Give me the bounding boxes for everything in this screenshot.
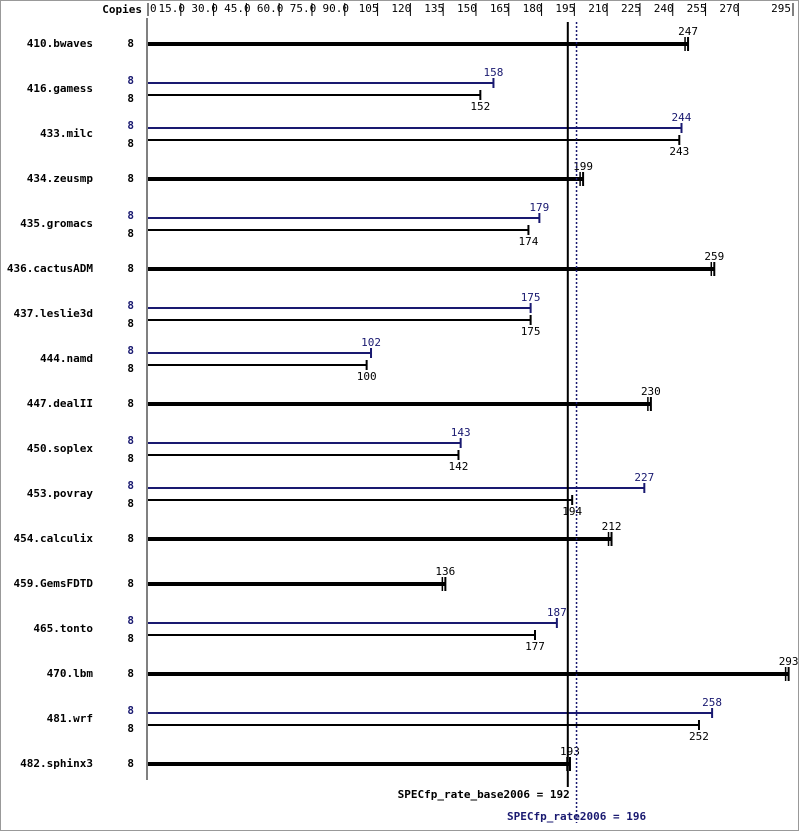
copies-label: 8 [127,137,134,150]
value-label: 243 [669,145,689,158]
value-label: 194 [562,505,582,518]
value-label: 187 [547,606,567,619]
x-tick-label: 120 [391,2,411,15]
benchmark-label: 465.tonto [33,622,93,635]
value-label: 100 [357,370,377,383]
x-tick-label: 255 [687,2,707,15]
value-label: 177 [525,640,545,653]
value-label: 199 [573,160,593,173]
copies-label: 8 [127,92,134,105]
benchmark-label: 434.zeusmp [27,172,94,185]
value-label: 193 [560,745,580,758]
copies-label: 8 [127,497,134,510]
value-label: 212 [602,520,622,533]
value-label: 158 [484,66,504,79]
benchmark-label: 481.wrf [47,712,93,725]
copies-label: 8 [127,532,134,545]
benchmark-label: 459.GemsFDTD [14,577,94,590]
copies-label: 8 [127,317,134,330]
x-tick-label: 195 [555,2,575,15]
benchmark-label: 453.povray [27,487,94,500]
benchmark-label: 437.leslie3d [14,307,93,320]
copies-header: Copies [102,3,142,16]
value-label: 143 [451,426,471,439]
reference-label: SPECfp_rate_base2006 = 192 [398,788,570,801]
value-label: 259 [704,250,724,263]
value-label: 293 [779,655,799,668]
copies-label: 8 [127,757,134,770]
benchmark-label: 435.gromacs [20,217,93,230]
benchmark-label: 482.sphinx3 [20,757,93,770]
x-tick-label: 75.0 [290,2,317,15]
x-tick-label: 180 [523,2,543,15]
value-label: 244 [672,111,692,124]
x-tick-label: 105 [359,2,379,15]
x-tick-label: 150 [457,2,477,15]
benchmark-label: 470.lbm [47,667,94,680]
copies-label: 8 [127,704,134,717]
x-tick-label: 135 [424,2,444,15]
copies-label: 8 [127,479,134,492]
x-tick-label: 60.0 [257,2,284,15]
x-tick-label: 165 [490,2,510,15]
copies-label: 8 [127,722,134,735]
benchmark-label: 416.gamess [27,82,93,95]
copies-label: 8 [127,37,134,50]
copies-label: 8 [127,344,134,357]
copies-label: 8 [127,172,134,185]
benchmark-label: 447.dealII [27,397,93,410]
benchmark-label: 433.milc [40,127,93,140]
value-label: 258 [702,696,722,709]
x-tick-label: 270 [719,2,739,15]
copies-label: 8 [127,362,134,375]
copies-label: 8 [127,74,134,87]
value-label: 174 [519,235,539,248]
copies-label: 8 [127,119,134,132]
benchmark-label: 454.calculix [14,532,94,545]
value-label: 102 [361,336,381,349]
copies-label: 8 [127,614,134,627]
x-tick-label: 30.0 [191,2,218,15]
value-label: 175 [521,325,541,338]
reference-label: SPECfp_rate2006 = 196 [507,810,646,823]
benchmark-label: 410.bwaves [27,37,93,50]
copies-label: 8 [127,452,134,465]
value-label: 142 [449,460,469,473]
x-tick-label: 45.0 [224,2,251,15]
copies-label: 8 [127,262,134,275]
benchmark-label: 436.cactusADM [7,262,93,275]
copies-label: 8 [127,577,134,590]
x-tick-label: 210 [588,2,608,15]
copies-label: 8 [127,299,134,312]
x-tick-label: 15.0 [159,2,186,15]
copies-label: 8 [127,209,134,222]
copies-label: 8 [127,227,134,240]
x-tick-label: 90.0 [323,2,350,15]
copies-label: 8 [127,434,134,447]
x-tick-label: 0 [150,2,157,15]
copies-label: 8 [127,632,134,645]
value-label: 175 [521,291,541,304]
benchmark-label: 450.soplex [27,442,94,455]
value-label: 230 [641,385,661,398]
value-label: 136 [435,565,455,578]
x-tick-label: 295 [771,2,791,15]
value-label: 152 [470,100,490,113]
value-label: 252 [689,730,709,743]
value-label: 227 [634,471,654,484]
copies-label: 8 [127,397,134,410]
x-tick-label: 225 [621,2,641,15]
value-label: 179 [529,201,549,214]
x-tick-label: 240 [654,2,674,15]
value-label: 247 [678,25,698,38]
benchmark-label: 444.namd [40,352,93,365]
copies-label: 8 [127,667,134,680]
